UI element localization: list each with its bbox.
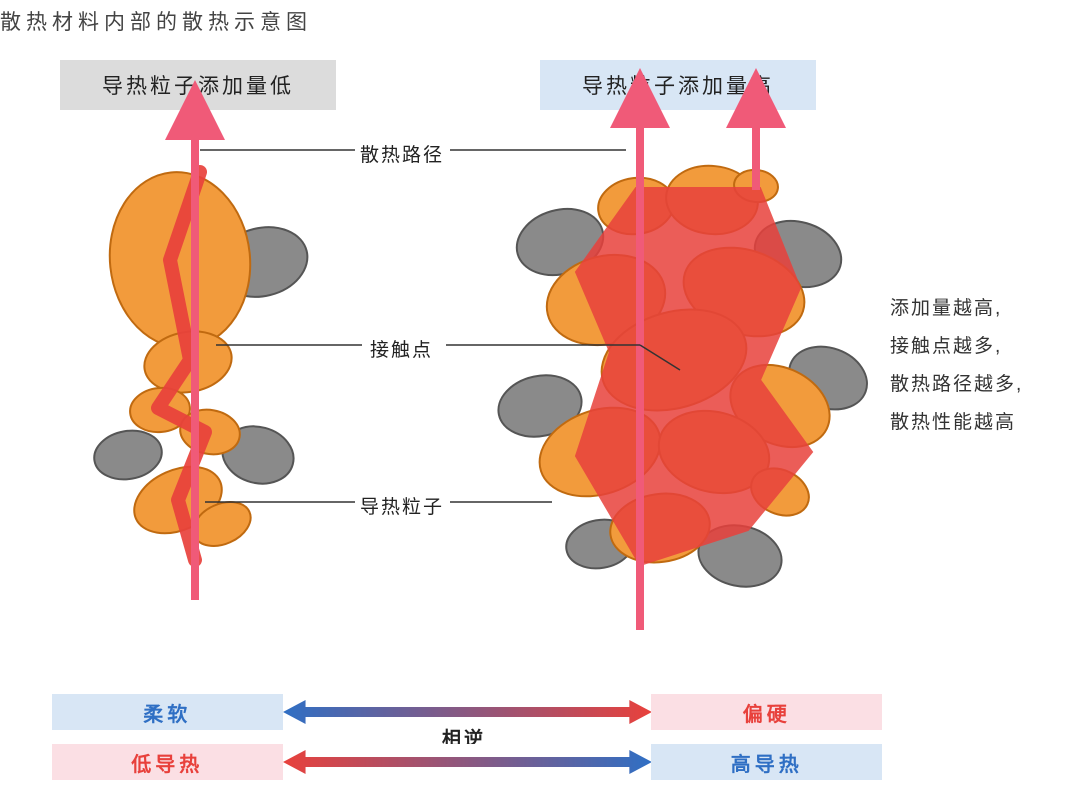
label-high-conduct: 高导热 <box>731 748 803 777</box>
bar-row-conductivity: 低导热 高导热 <box>52 744 882 780</box>
bottom-comparison: 柔软 偏硬 相逆 低导热 高导热 <box>52 694 882 794</box>
label-soft: 柔软 <box>143 698 191 727</box>
label-low-conduct: 低导热 <box>131 748 203 777</box>
label-hard: 偏硬 <box>743 698 791 727</box>
gradient-arrow-2 <box>283 744 652 780</box>
diagram-canvas <box>0 0 1080 690</box>
